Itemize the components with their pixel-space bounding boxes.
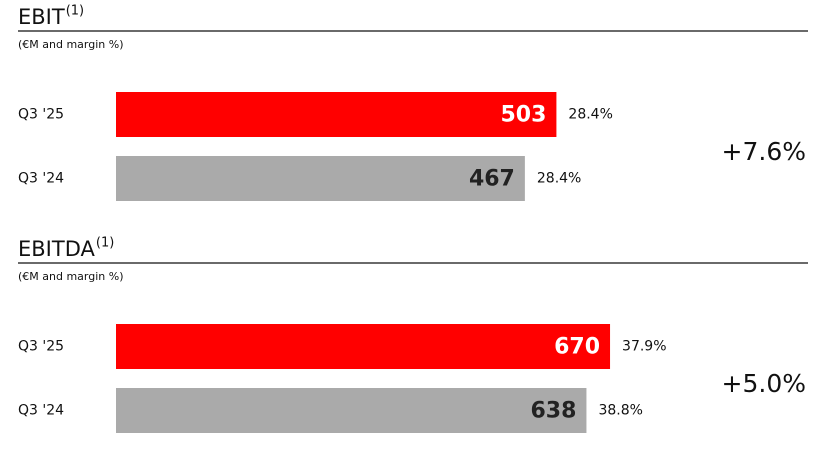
bar <box>116 156 525 201</box>
margin-label: 38.8% <box>598 403 642 419</box>
bar <box>116 324 611 369</box>
growth-annotation: +5.0% <box>722 369 806 398</box>
value-label: 638 <box>531 399 577 424</box>
title-note: (1) <box>66 4 84 19</box>
subtitle: (€M and margin %) <box>18 38 124 51</box>
category-label: Q3 '24 <box>18 403 64 419</box>
value-label: 503 <box>500 103 546 128</box>
bar <box>116 92 557 137</box>
bar <box>116 388 587 433</box>
chart-title: EBIT <box>18 5 65 29</box>
chart-title: EBITDA <box>18 237 95 261</box>
category-label: Q3 '25 <box>18 339 64 355</box>
category-label: Q3 '24 <box>18 171 64 187</box>
title-note: (1) <box>96 236 114 251</box>
growth-annotation: +7.6% <box>722 137 806 166</box>
category-label: Q3 '25 <box>18 107 64 123</box>
value-label: 670 <box>554 335 600 360</box>
margin-label: 37.9% <box>622 339 666 355</box>
margin-label: 28.4% <box>537 171 581 187</box>
value-label: 467 <box>469 167 515 192</box>
margin-label: 28.4% <box>568 107 612 123</box>
subtitle: (€M and margin %) <box>18 270 124 283</box>
